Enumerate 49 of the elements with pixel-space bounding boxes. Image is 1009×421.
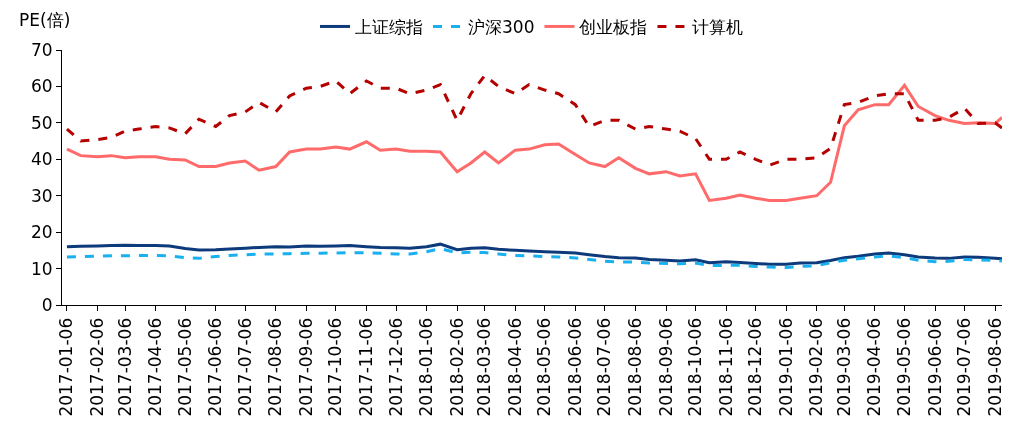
x-tick-label: 2018-05-06 <box>534 317 555 417</box>
line-series <box>65 83 1002 202</box>
line-series <box>65 242 1002 266</box>
line-series <box>65 74 1002 167</box>
x-tick-label: 2017-12-06 <box>385 317 406 417</box>
y-tick-label: 60 <box>30 76 53 97</box>
x-tick-label: 2017-09-06 <box>295 317 316 417</box>
y-tick-label: 50 <box>30 112 53 133</box>
y-axis-title: PE(倍) <box>19 10 71 30</box>
legend-label: 沪深300 <box>468 17 535 38</box>
x-tick-label: 2019-03-06 <box>833 317 854 417</box>
line-series <box>65 247 1002 269</box>
y-tick-label: 70 <box>30 39 53 60</box>
x-tick-label: 2018-04-06 <box>504 317 525 417</box>
y-tick-label: 10 <box>30 258 53 279</box>
x-tick-label: 2018-03-06 <box>474 317 495 417</box>
x-tick-label: 2017-03-06 <box>114 317 135 417</box>
x-tick-label: 2018-12-06 <box>745 317 766 417</box>
x-tick-label: 2018-07-06 <box>594 317 615 417</box>
x-tick-label: 2018-02-06 <box>446 317 467 417</box>
x-tick-label: 2017-08-06 <box>265 317 286 417</box>
x-tick-label: 2018-11-06 <box>715 317 736 417</box>
x-tick-label: 2017-04-06 <box>145 317 166 417</box>
x-tick-label: 2019-02-06 <box>806 317 827 417</box>
x-tick-label: 2017-02-06 <box>87 317 107 417</box>
legend-label: 计算机 <box>692 17 744 38</box>
x-tick-label: 2019-07-06 <box>954 317 975 417</box>
x-tick-label: 2018-06-06 <box>564 317 585 417</box>
x-tick-label: 2019-01-06 <box>775 317 796 417</box>
x-tick-label: 2019-06-06 <box>924 317 945 417</box>
y-tick-label: 0 <box>41 294 53 315</box>
legend-label: 上证综指 <box>355 17 423 38</box>
y-tick-label: 20 <box>30 222 53 243</box>
x-tick-label: 2017-06-06 <box>205 317 226 417</box>
x-tick-label: 2017-11-06 <box>355 317 376 417</box>
x-tick-label: 2018-01-06 <box>416 317 437 417</box>
x-tick-label: 2017-10-06 <box>325 317 346 417</box>
y-tick-label: 40 <box>30 149 53 170</box>
x-tick-label: 2018-09-06 <box>655 317 676 417</box>
x-tick-label: 2019-04-06 <box>864 317 885 417</box>
x-tick-label: 2017-05-06 <box>174 317 195 417</box>
x-tick-label: 2017-07-06 <box>234 317 255 417</box>
x-tick-label: 2019-05-06 <box>893 317 914 417</box>
x-tick-label: 2017-01-06 <box>56 317 77 417</box>
x-tick-label: 2019-08-06 <box>984 317 1005 417</box>
x-tick-label: 2018-10-06 <box>685 317 706 417</box>
y-tick-label: 30 <box>30 185 53 206</box>
legend-label: 创业板指 <box>579 17 648 38</box>
x-tick-label: 2018-08-06 <box>624 317 645 417</box>
